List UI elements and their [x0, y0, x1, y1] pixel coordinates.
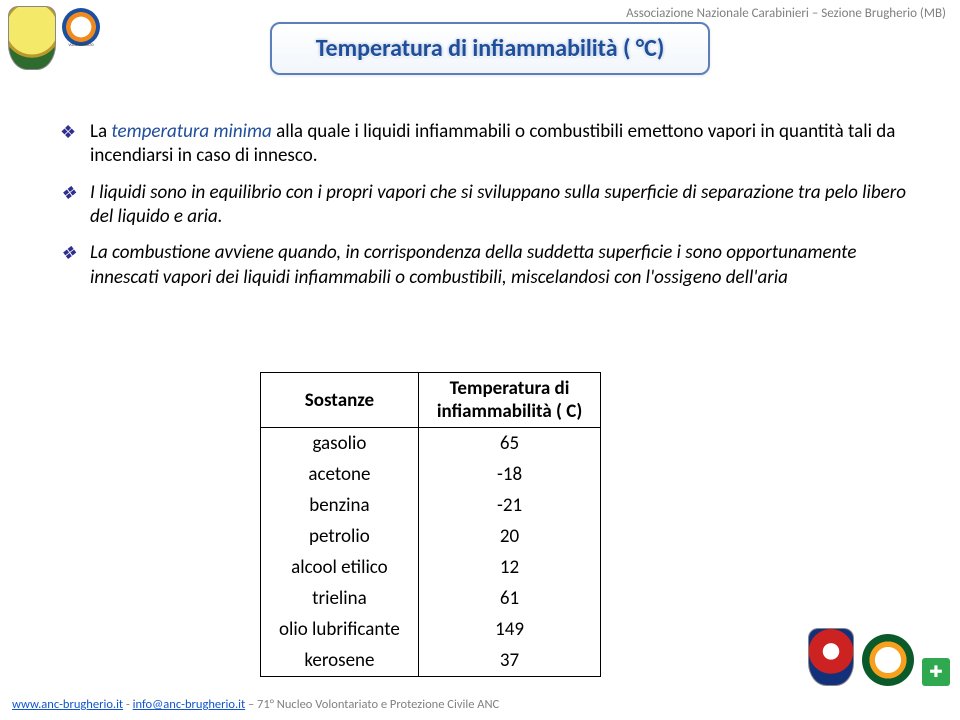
- table-row: kerosene37: [261, 645, 601, 677]
- footer-email[interactable]: info@anc-brugherio.it: [133, 697, 246, 712]
- content-area: La temperatura minima alla quale i liqui…: [60, 120, 910, 302]
- cell-substance: olio lubrificante: [261, 614, 419, 645]
- lombardia-flag-icon: [922, 658, 950, 686]
- cell-value: 12: [418, 552, 600, 583]
- bullet-2: I liquidi sono in equilibrio con i propr…: [60, 181, 910, 230]
- col-temp-header: Temperatura di infiammabilità ( C): [418, 373, 600, 428]
- footer-sep2: –: [245, 697, 257, 712]
- slide-title: Temperatura di infiammabilità ( °C): [296, 34, 684, 63]
- col-temp-header-l2: infiammabilità ( C): [437, 400, 582, 423]
- bullet-3: La combustione avviene quando, in corris…: [60, 241, 910, 290]
- footer-sep1: -: [123, 697, 132, 712]
- cell-substance: alcool etilico: [261, 552, 419, 583]
- cell-substance: gasolio: [261, 428, 419, 460]
- table-row: alcool etilico12: [261, 552, 601, 583]
- table-row: benzina-21: [261, 490, 601, 521]
- table-header-row: Sostanze Temperatura di infiammabilità (…: [261, 373, 601, 428]
- cell-substance: acetone: [261, 459, 419, 490]
- flashpoint-table: Sostanze Temperatura di infiammabilità (…: [260, 372, 601, 677]
- logos-right: [808, 628, 950, 686]
- table-row: trielina61: [261, 583, 601, 614]
- cell-substance: benzina: [261, 490, 419, 521]
- title-box: Temperatura di infiammabilità ( °C): [270, 22, 710, 75]
- cell-substance: petrolio: [261, 521, 419, 552]
- cell-substance: kerosene: [261, 645, 419, 677]
- carabinieri-crest-icon: [808, 628, 854, 686]
- footer-tail: 71° Nucleo Volontariato e Protezione Civ…: [257, 697, 499, 712]
- cell-value: 20: [418, 521, 600, 552]
- col-temp-header-l1: Temperatura di: [450, 377, 570, 400]
- table-row: acetone-18: [261, 459, 601, 490]
- table-row: olio lubrificante149: [261, 614, 601, 645]
- protezione-civile-lombardia-icon: [862, 634, 914, 686]
- footer: www.anc-brugherio.it - info@anc-brugheri…: [12, 697, 499, 712]
- cell-substance: trielina: [261, 583, 419, 614]
- slide: Associazione Nazionale Carabinieri – Sez…: [0, 0, 960, 720]
- bullet-1: La temperatura minima alla quale i liqui…: [60, 120, 910, 169]
- col-sustanze-header: Sostanze: [261, 373, 419, 428]
- cell-value: 37: [418, 645, 600, 677]
- bullet-1-pre: La: [90, 120, 111, 143]
- bullet-list: La temperatura minima alla quale i liqui…: [60, 120, 910, 290]
- table-row: gasolio65: [261, 428, 601, 460]
- table-wrap: Sostanze Temperatura di infiammabilità (…: [260, 372, 601, 677]
- bullet-1-emph: temperatura minima: [111, 120, 276, 143]
- cell-value: 149: [418, 614, 600, 645]
- cell-value: 61: [418, 583, 600, 614]
- table-row: petrolio20: [261, 521, 601, 552]
- org-header: Associazione Nazionale Carabinieri – Sez…: [626, 6, 946, 21]
- logos-left: [8, 6, 100, 70]
- footer-url[interactable]: www.anc-brugherio.it: [12, 697, 123, 712]
- protezione-civile-icon: [62, 8, 100, 46]
- anc-crest-icon: [8, 6, 56, 70]
- cell-value: 65: [418, 428, 600, 460]
- cell-value: -21: [418, 490, 600, 521]
- cell-value: -18: [418, 459, 600, 490]
